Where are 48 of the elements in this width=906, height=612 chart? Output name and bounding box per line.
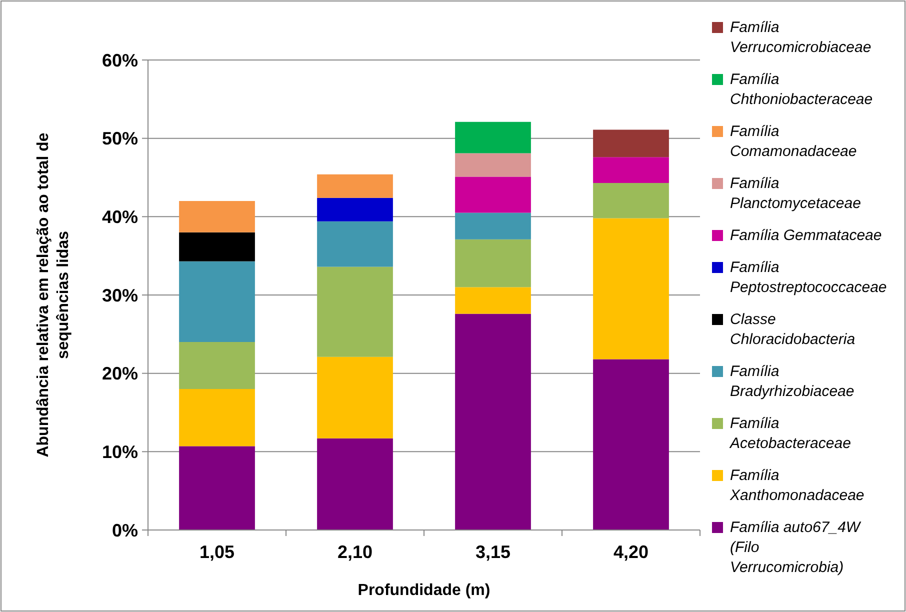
y-tick-label: 40% [102,206,138,227]
bar [179,389,255,446]
bar [593,359,669,530]
bar [593,218,669,360]
bar [455,239,531,288]
bar [317,221,393,267]
legend-label: Família Comamonadaceae [730,123,857,160]
bar [455,176,531,213]
bar [179,201,255,232]
bar [179,232,255,262]
bar [455,314,531,530]
bar [593,157,669,183]
bar [179,261,255,342]
legend-label: Família Xanthomonadaceae [729,467,864,504]
y-tick-label: 30% [102,285,138,306]
x-tick-label: 3,15 [475,542,511,562]
legend-label: Classe Chloracidobacteria [730,311,856,348]
bar [455,287,531,314]
x-axis-title: Profundidade (m) [358,582,490,599]
bar [455,212,531,240]
bar [317,438,393,530]
bar [317,198,393,222]
legend-label: Família auto67_4W (Filo Verrucomicrobia) [730,519,862,576]
bar [593,182,669,218]
bar [179,446,255,530]
y-tick-label: 50% [102,128,138,149]
x-tick-label: 4,20 [613,542,649,562]
y-tick-label: 60% [102,50,138,70]
x-tick-label: 1,05 [199,542,235,562]
x-tick-label: 2,10 [337,542,373,562]
bar [179,342,255,389]
bar [317,266,393,357]
legend-label: Família Gemmataceae [730,227,882,244]
legend-label: Família Verrucomicrobiaceae [730,19,872,56]
legend-label: Família Peptostreptococcaceae [730,259,887,296]
y-tick-label: 20% [102,364,138,384]
bar [593,130,669,158]
legend-label: Família Planctomycetaceae [730,175,861,212]
legend-label: Família Bradyrhizobiaceae [730,363,854,400]
bar [455,153,531,177]
y-axis-title: Abundância relativa em relação ao total de sequências lidas [35,132,72,458]
legend-label: Família Acetobacteraceae [729,415,851,452]
bar [317,174,393,198]
y-tick-label: 10% [102,442,138,462]
y-tick-label: 0% [112,520,138,540]
bar [455,122,531,154]
legend-label: Família Chthoniobacteraceae [730,71,873,108]
bar [317,356,393,438]
